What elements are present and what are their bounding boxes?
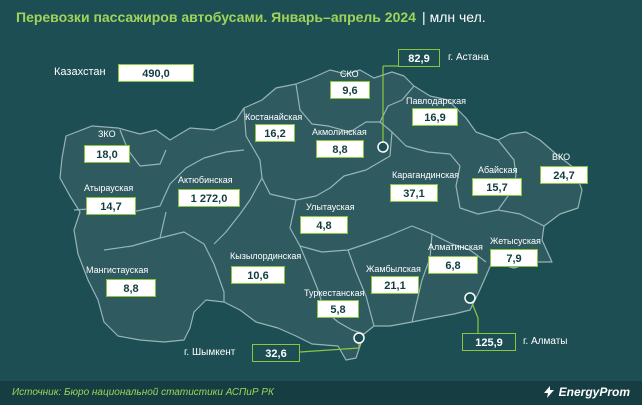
region-label-zhetysu: Жетысуская <box>490 236 541 246</box>
region-label-vko: ВКО <box>552 152 571 162</box>
region-label-zko: ЗКО <box>98 129 116 139</box>
region-label-abai: Абайская <box>478 165 518 175</box>
region-label-sko: СКО <box>340 69 359 79</box>
region-label-aktobe: Актюбинская <box>178 175 233 185</box>
region-label-zhambyl: Жамбылская <box>366 264 421 274</box>
region-value-atyrau: 14,7 <box>86 197 136 215</box>
region-value-almaty-region: 6,8 <box>428 256 478 274</box>
city-label-shymkent: г. Шымкент <box>184 347 236 358</box>
city-label-astana: г. Астана <box>448 52 489 63</box>
region-label-karaganda: Карагандинская <box>392 170 460 180</box>
city-value-astana: 82,9 <box>398 49 440 67</box>
brand-logo: EnergyProm <box>542 385 630 399</box>
title-main: Перевозки пассажиров автобусами. Январь–… <box>16 9 416 25</box>
region-label-pavlodar: Павлодарская <box>406 96 466 106</box>
region-label-turkestan: Туркестанская <box>304 288 365 298</box>
source-note: Источник: Бюро национальной статистики А… <box>12 387 274 398</box>
total-label: Казахстан <box>54 66 106 78</box>
region-value-akmola: 8,8 <box>316 140 364 158</box>
page-title: Перевозки пассажиров автобусами. Январь–… <box>16 9 486 25</box>
region-label-kyzylorda: Кызылординская <box>230 251 302 261</box>
region-label-almaty-region: Алматинская <box>428 242 483 252</box>
city-label-almaty: г. Алматы <box>523 336 568 347</box>
title-separator: | <box>421 9 426 25</box>
region-label-kostanay: Костанайская <box>245 112 303 122</box>
almaty-marker <box>464 292 476 304</box>
lightning-icon <box>543 386 554 398</box>
footer: Источник: Бюро национальной статистики А… <box>0 381 642 405</box>
region-label-mangystau: Мангистауская <box>86 265 149 275</box>
total-value: 490,0 <box>118 64 194 82</box>
region-value-zko: 18,0 <box>84 145 130 163</box>
region-borders <box>73 83 545 335</box>
astana-marker <box>377 141 389 153</box>
title-unit: млн чел. <box>429 9 486 25</box>
region-value-ulytau: 4,8 <box>300 216 348 234</box>
region-value-zhetysu: 7,9 <box>490 249 538 267</box>
shymkent-marker <box>353 332 365 344</box>
region-label-akmola: Акмолинская <box>312 127 367 137</box>
city-value-almaty: 125,9 <box>462 333 516 351</box>
brand-name: EnergyProm <box>558 385 630 399</box>
leader-shymkent-h <box>299 347 360 353</box>
region-value-vko: 24,7 <box>540 166 588 184</box>
region-value-turkestan: 5,8 <box>317 300 359 318</box>
city-value-shymkent: 32,6 <box>252 344 300 362</box>
region-value-aktobe: 1 272,0 <box>178 189 240 207</box>
region-value-pavlodar: 16,9 <box>412 108 458 126</box>
region-value-zhambyl: 21,1 <box>371 276 419 294</box>
region-value-karaganda: 37,1 <box>390 184 438 202</box>
region-label-ulytau: Улытауская <box>306 202 355 212</box>
region-value-mangystau: 8,8 <box>106 279 156 297</box>
region-value-kyzylorda: 10,6 <box>231 266 285 284</box>
region-value-kostanay: 16,2 <box>255 124 295 142</box>
region-label-atyrau: Атырауская <box>84 183 134 193</box>
region-value-sko: 9,6 <box>330 81 370 99</box>
region-value-abai: 15,7 <box>472 178 522 196</box>
